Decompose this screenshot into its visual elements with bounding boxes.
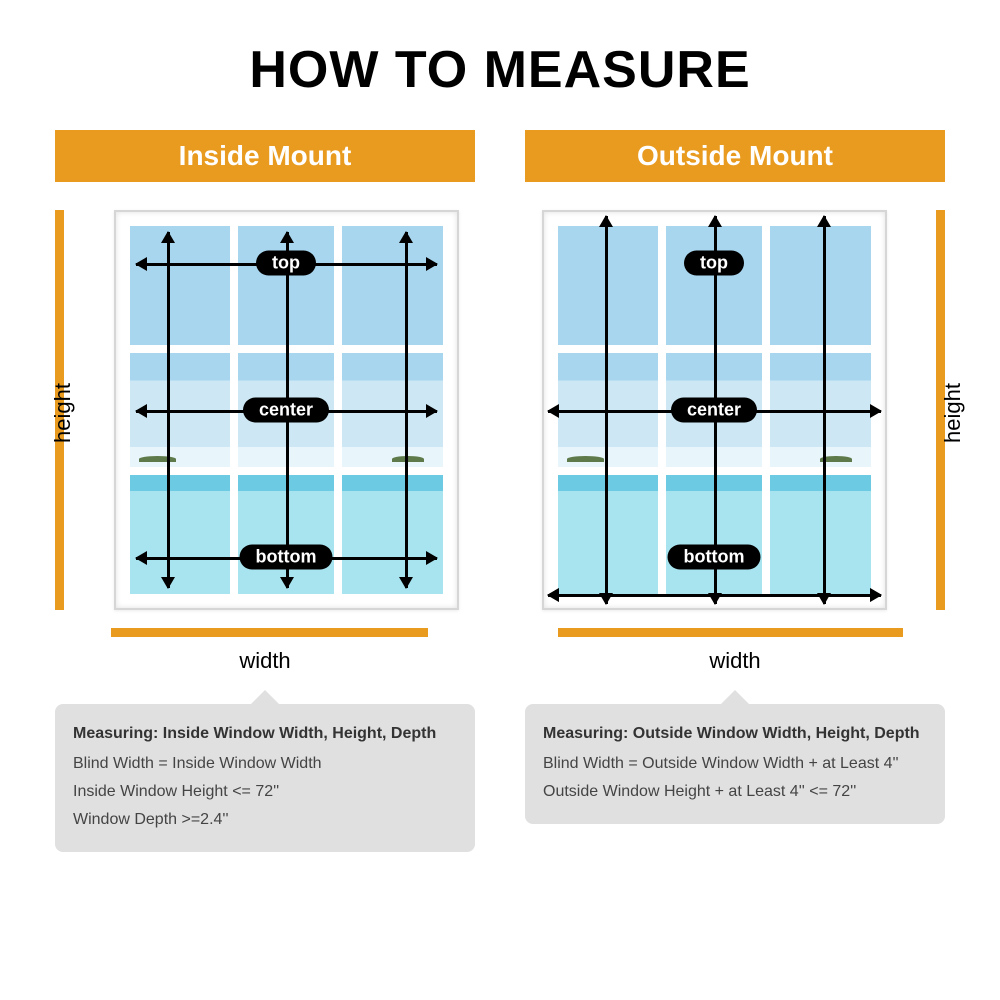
island-icon (567, 456, 605, 462)
inside-window: top center bottom (114, 210, 459, 610)
inside-info-heading: Measuring: Inside Window Width, Height, … (73, 720, 457, 748)
arrow-vert (405, 232, 408, 588)
page-title: HOW TO MEASURE (249, 40, 750, 100)
outside-width-label: width (525, 648, 945, 674)
outside-info-heading: Measuring: Outside Window Width, Height,… (543, 720, 927, 748)
label-center: center (243, 398, 329, 423)
outside-column: Outside Mount top center bottom (525, 130, 945, 852)
label-top: top (684, 250, 744, 275)
outside-width-bar (558, 628, 903, 637)
inside-info: Measuring: Inside Window Width, Height, … (55, 704, 475, 852)
island-icon (139, 456, 177, 462)
inside-width-bar (111, 628, 428, 637)
infographic-root: HOW TO MEASURE Inside Mount height (0, 0, 1000, 1000)
label-center: center (671, 398, 757, 423)
label-top: top (256, 250, 316, 275)
arrow-vert (605, 216, 608, 604)
outside-diagram: top center bottom height (525, 210, 945, 676)
label-bottom: bottom (240, 545, 333, 570)
inside-column: Inside Mount height (55, 130, 475, 852)
info-line: Blind Width = Outside Window Width + at … (543, 750, 927, 778)
info-line: Inside Window Height <= 72'' (73, 778, 457, 806)
info-line: Window Depth >=2.4'' (73, 806, 457, 834)
inside-height-label: height (50, 383, 76, 443)
info-line: Blind Width = Inside Window Width (73, 750, 457, 778)
outside-info: Measuring: Outside Window Width, Height,… (525, 704, 945, 824)
outside-window: top center bottom (542, 210, 887, 610)
arrow-vert (167, 232, 170, 588)
island-icon (392, 456, 423, 462)
outside-header: Outside Mount (525, 130, 945, 182)
info-line: Outside Window Height + at Least 4'' <= … (543, 778, 927, 806)
label-bottom: bottom (668, 545, 761, 570)
outside-height-label: height (940, 383, 966, 443)
inside-glass: top center bottom (130, 226, 443, 594)
inside-header: Inside Mount (55, 130, 475, 182)
inside-width-label: width (55, 648, 475, 674)
inside-diagram: height (55, 210, 475, 676)
columns: Inside Mount height (40, 130, 960, 852)
arrow-vert (823, 216, 826, 604)
